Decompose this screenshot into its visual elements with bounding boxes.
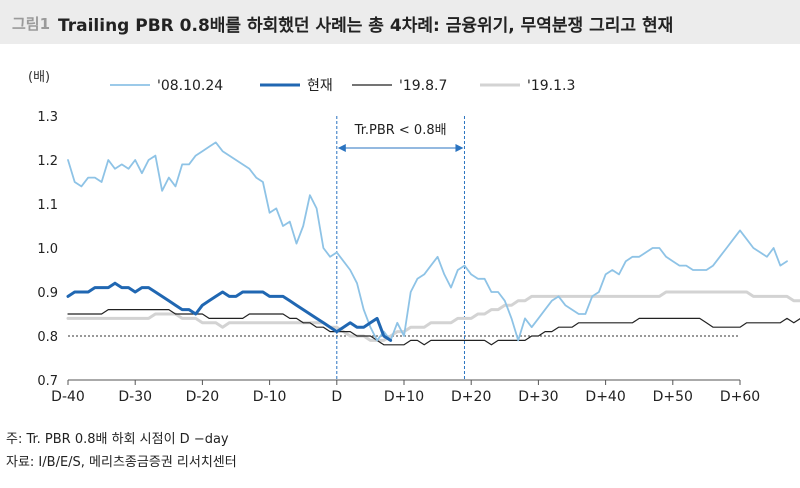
legend-label: '19.1.3 [527, 78, 575, 94]
legend-label: 현재 [307, 78, 333, 94]
y-tick-label: 1.1 [37, 198, 58, 213]
y-axis-unit-label: (배) [28, 70, 51, 85]
title-bar: 그림1 Trailing PBR 0.8배를 하회했던 사례는 총 4차례: 금… [0, 0, 800, 44]
annotation-label: Tr.PBR < 0.8배 [354, 123, 447, 138]
x-tick-label: D+50 [653, 389, 693, 405]
chart-title: Trailing PBR 0.8배를 하회했던 사례는 총 4차례: 금융위기,… [58, 16, 674, 36]
x-tick-label: D-40 [51, 389, 85, 405]
x-tick-label: D+20 [451, 389, 491, 405]
annotation-arrow-right [455, 144, 464, 152]
x-tick-label: D-10 [253, 389, 287, 405]
y-tick-label: 1.2 [37, 154, 58, 169]
legend-label: '19.8.7 [399, 78, 447, 94]
x-tick-label: D-30 [118, 389, 152, 405]
figure-number: 그림1 [12, 15, 51, 33]
x-tick-label: D+10 [384, 389, 424, 405]
line-chart: 0.7 0.8 0.9 1.0 1.1 1.2 1.3 D-40 D-30 D-20 D-10 D D+… [37, 78, 800, 405]
chart-note: 주: Tr. PBR 0.8배 하회 시점이 D −day [6, 432, 229, 447]
x-tick-label: D-20 [186, 389, 220, 405]
x-tick-label: D+30 [518, 389, 558, 405]
legend-label: '08.10.24 [157, 78, 223, 94]
x-tick-label: D+40 [585, 389, 625, 405]
series-line [66, 281, 393, 342]
y-tick-label: 0.7 [37, 374, 58, 389]
y-tick-label: 1.0 [37, 242, 58, 257]
annotation-arrow-left [337, 144, 346, 152]
series-line [66, 290, 800, 342]
y-tick-label: 1.3 [37, 110, 58, 125]
x-tick-label: D+60 [720, 389, 760, 405]
series-line [67, 141, 788, 342]
y-tick-label: 0.9 [37, 286, 58, 301]
x-tick-label: D [331, 389, 342, 405]
chart-source: 자료: I/B/E/S, 메리츠종금증권 리서치센터 [6, 455, 237, 470]
series-line [67, 309, 800, 346]
y-tick-label: 0.8 [37, 330, 58, 345]
